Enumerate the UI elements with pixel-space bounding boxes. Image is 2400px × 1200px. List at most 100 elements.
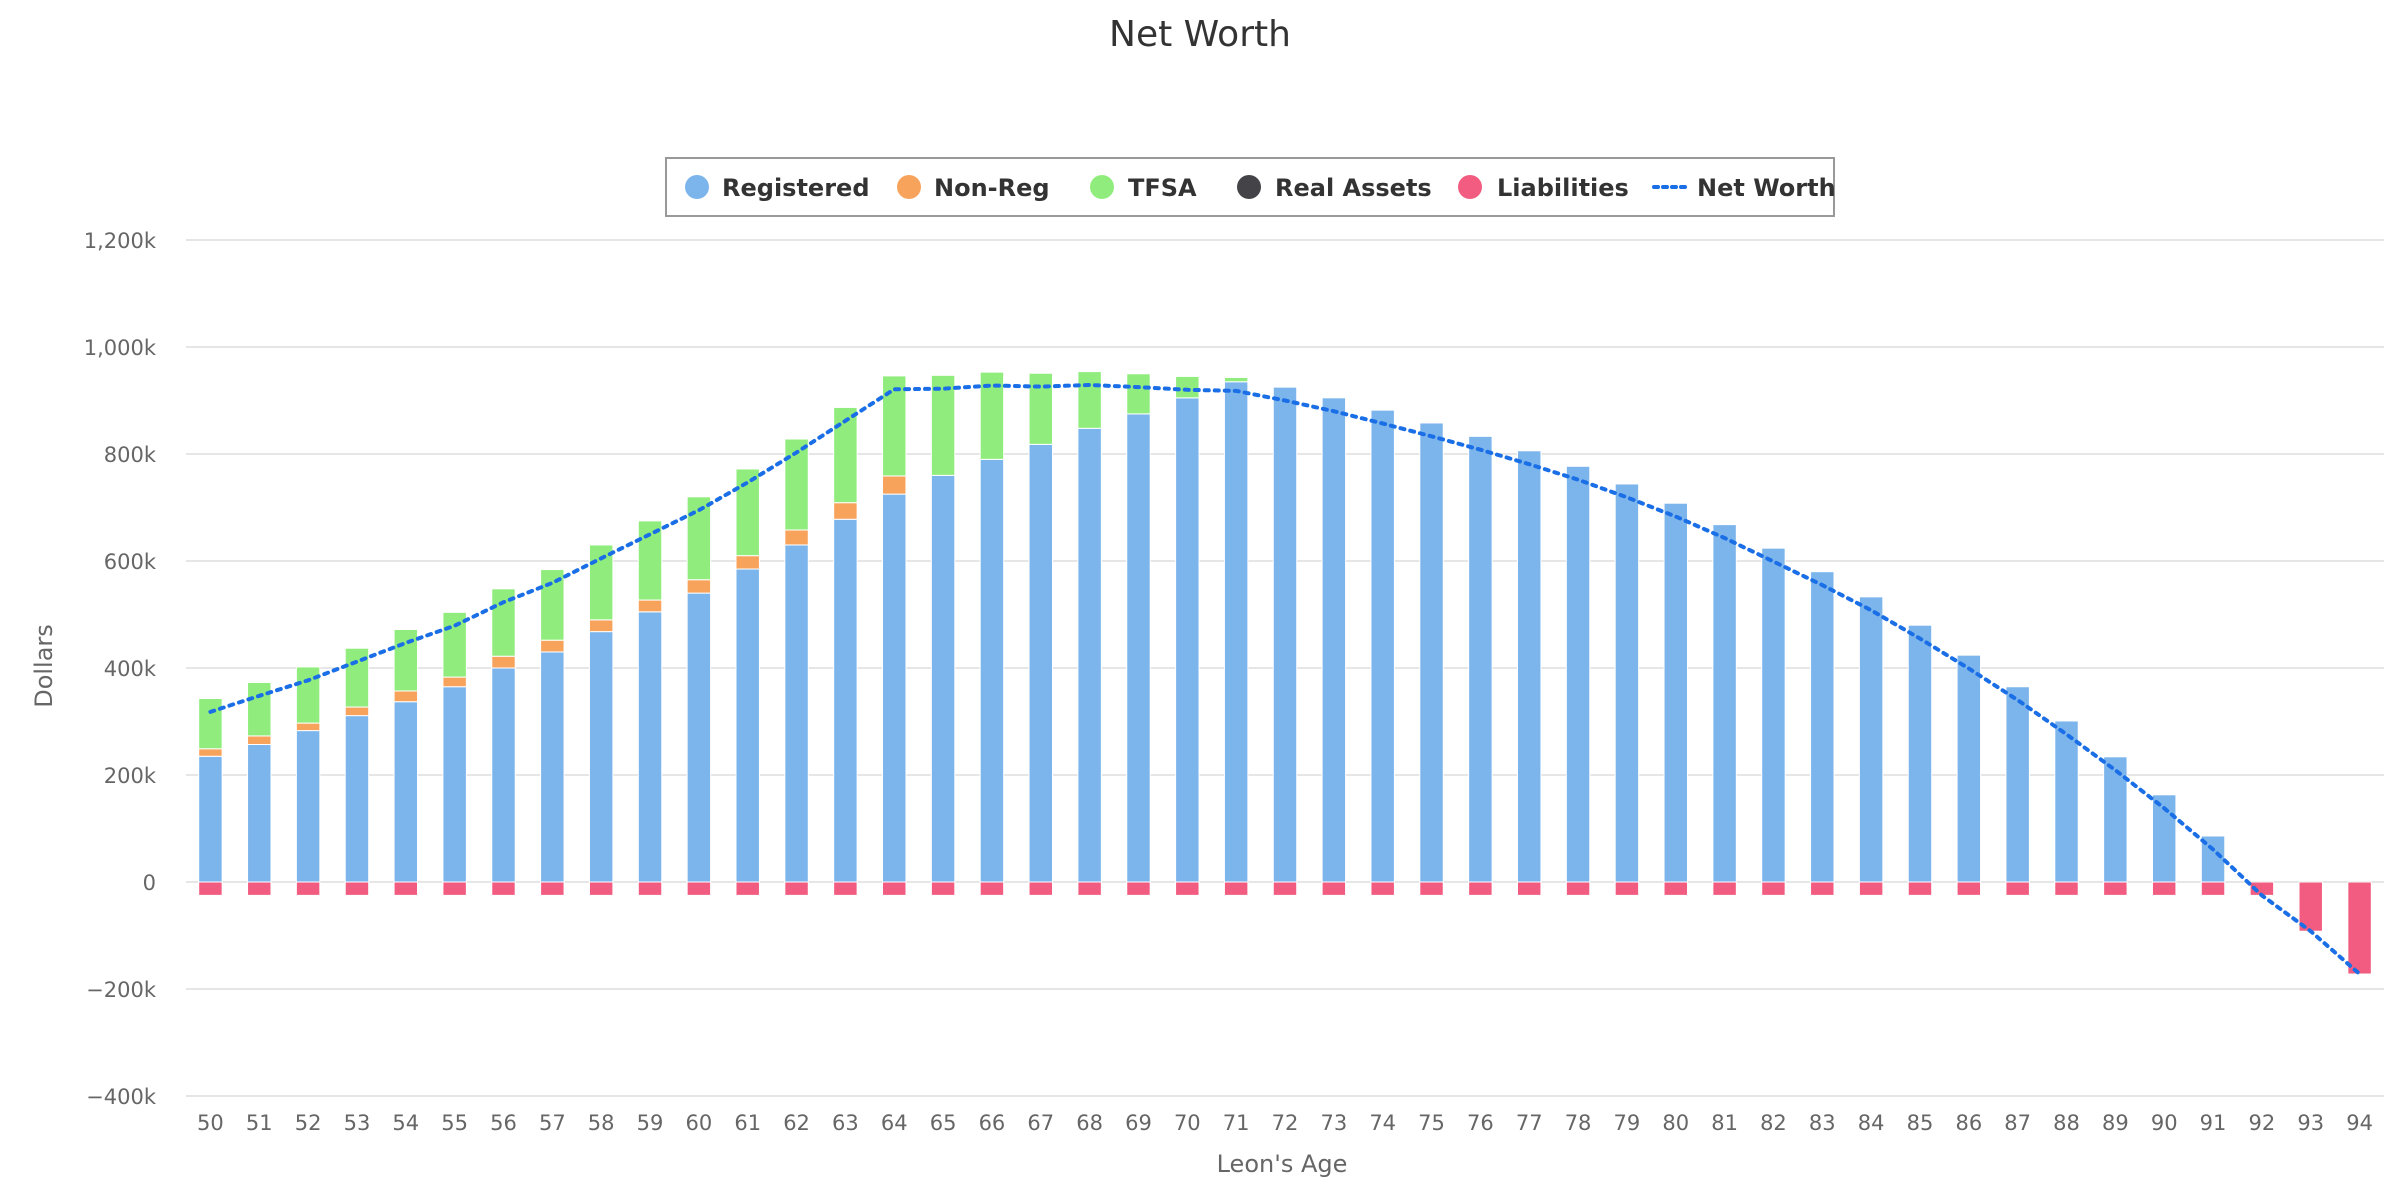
chart-title: Net Worth [1109,14,1291,55]
bar-registered-52 [295,730,321,883]
bar-liabilities-85 [1907,881,1933,896]
bar-liabilities-52 [295,881,321,896]
bar-non-reg-56 [491,655,516,669]
legend-label-net-worth: Net Worth [1697,174,1836,202]
x-tick-label: 76 [1467,1111,1494,1135]
bar-non-reg-59 [637,599,663,613]
x-tick-label: 67 [1027,1111,1054,1135]
legend-symbol-tfsa [1090,175,1114,199]
bar-tfsa-50 [198,697,223,750]
bar-registered-51 [247,744,272,883]
y-tick-label: 600k [104,550,157,574]
legend-label-registered: Registered [722,174,870,202]
bar-liabilities-94 [2347,881,2372,975]
bar-registered-69 [1126,413,1151,883]
bar-registered-61 [735,568,760,883]
x-tick-label: 72 [1272,1111,1299,1135]
bar-liabilities-87 [2005,881,2030,896]
bar-tfsa-65 [930,374,956,476]
x-tick-label: 58 [588,1111,615,1135]
bar-registered-78 [1565,465,1591,883]
y-tick-label: −200k [86,978,157,1002]
x-tick-label: 69 [1125,1111,1152,1135]
bar-registered-85 [1907,624,1933,883]
bar-registered-66 [979,458,1005,883]
bar-tfsa-51 [247,681,272,737]
bar-liabilities-73 [1321,881,1347,896]
x-tick-label: 59 [637,1111,664,1135]
legend-symbol-registered [685,175,709,199]
x-tick-label: 50 [197,1111,224,1135]
x-axis-title: Leon's Age [1217,1150,1348,1178]
bar-tfsa-70 [1175,375,1200,399]
bar-registered-72 [1272,386,1298,883]
bar-tfsa-62 [784,438,809,531]
bar-registered-80 [1663,502,1688,883]
x-tick-label: 82 [1760,1111,1787,1135]
bar-liabilities-66 [979,881,1005,896]
bar-liabilities-51 [247,881,272,896]
x-tick-label: 71 [1223,1111,1250,1135]
x-tick-label: 77 [1516,1111,1543,1135]
y-tick-label: −400k [86,1085,157,1109]
bar-liabilities-86 [1956,881,1982,896]
bar-non-reg-51 [247,735,272,746]
bar-liabilities-80 [1663,881,1688,896]
bar-non-reg-57 [540,639,565,653]
bar-liabilities-69 [1126,881,1151,896]
legend-label-tfsa: TFSA [1128,174,1197,202]
bar-registered-67 [1028,443,1054,883]
bar-non-reg-64 [882,475,907,495]
x-tick-label: 57 [539,1111,566,1135]
y-tick-label: 200k [104,764,157,788]
legend-symbol-non-reg [897,175,921,199]
bar-registered-57 [540,651,565,883]
bar-non-reg-61 [735,555,760,570]
x-tick-label: 78 [1565,1111,1592,1135]
bar-liabilities-55 [442,881,467,896]
x-tick-label: 83 [1809,1111,1836,1135]
bar-registered-55 [442,686,467,883]
bar-registered-58 [588,631,614,883]
bar-liabilities-64 [882,881,907,896]
bar-registered-70 [1175,397,1200,883]
x-tick-label: 56 [490,1111,517,1135]
bar-registered-77 [1516,450,1542,883]
legend-label-non-reg: Non-Reg [934,174,1050,202]
x-tick-label: 54 [392,1111,419,1135]
bar-liabilities-74 [1370,881,1395,896]
bar-liabilities-77 [1516,881,1542,896]
x-tick-label: 79 [1614,1111,1641,1135]
bar-liabilities-83 [1810,881,1835,896]
bar-liabilities-59 [637,881,663,896]
x-tick-label: 93 [2297,1111,2324,1135]
bar-registered-76 [1468,435,1493,883]
bar-liabilities-54 [393,881,419,896]
legend-label-real-assets: Real Assets [1275,174,1432,202]
bar-registered-88 [2054,720,2079,883]
bar-registered-65 [930,474,956,883]
bar-liabilities-71 [1223,881,1249,896]
bar-liabilities-70 [1175,881,1200,896]
bar-non-reg-53 [344,706,370,717]
bar-registered-64 [882,493,907,883]
bar-tfsa-58 [588,544,614,621]
bar-non-reg-52 [295,722,321,732]
bar-registered-56 [491,667,516,883]
bar-liabilities-75 [1419,881,1444,896]
bar-registered-53 [344,715,370,883]
bar-liabilities-67 [1028,881,1054,896]
net-worth-line [208,382,2362,976]
y-tick-label: 800k [104,443,157,467]
bar-registered-82 [1761,547,1786,883]
x-tick-label: 81 [1711,1111,1738,1135]
bar-non-reg-54 [393,690,419,703]
bar-registered-79 [1614,483,1640,883]
x-tick-label: 88 [2053,1111,2080,1135]
x-tick-label: 70 [1174,1111,1201,1135]
x-tick-label: 75 [1418,1111,1445,1135]
x-tick-label: 90 [2151,1111,2178,1135]
bar-liabilities-60 [686,881,712,896]
x-axis-ticks: 50 51 52 53 54 55 56 57 58 59 60 61 62 63 64 65 66 67 68 69… [197,1111,2373,1135]
bar-non-reg-60 [686,579,712,594]
